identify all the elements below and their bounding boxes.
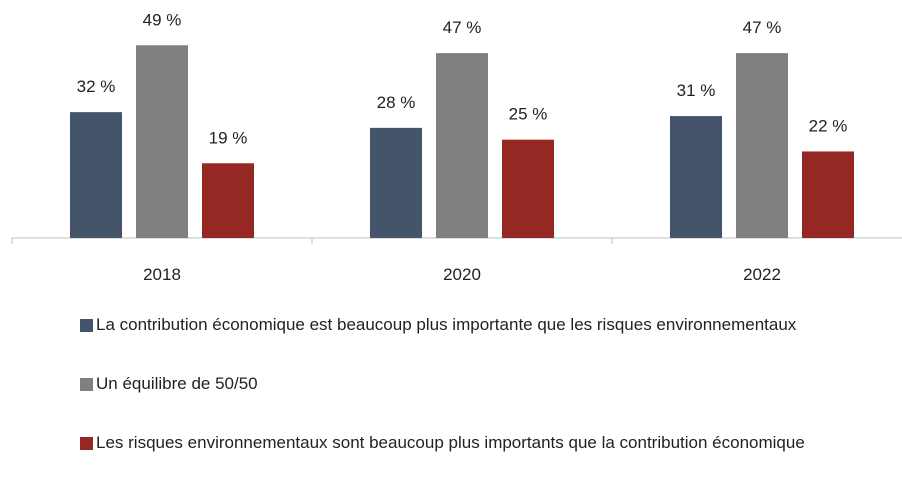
legend-swatch	[80, 378, 93, 391]
x-tick-label: 2022	[743, 265, 781, 284]
legend-swatch	[80, 319, 93, 332]
x-tick-label: 2018	[143, 265, 181, 284]
value-label: 25 %	[509, 105, 548, 124]
legend-item: La contribution économique est beaucoup …	[80, 312, 890, 338]
bar	[436, 53, 488, 239]
bar	[802, 151, 854, 238]
value-label: 28 %	[377, 93, 416, 112]
bar	[670, 116, 722, 238]
legend-label: La contribution économique est beaucoup …	[96, 315, 797, 334]
bar	[202, 163, 254, 238]
value-label: 31 %	[677, 81, 716, 100]
value-label: 32 %	[77, 77, 116, 96]
legend-swatch	[80, 437, 93, 450]
value-label: 49 %	[143, 10, 182, 29]
legend-item: Les risques environnementaux sont beauco…	[80, 430, 890, 456]
bar	[736, 53, 788, 239]
x-tick-label: 2020	[443, 265, 481, 284]
bar	[136, 45, 188, 239]
value-label: 47 %	[443, 18, 482, 37]
value-label: 47 %	[743, 18, 782, 37]
legend-label: Un équilibre de 50/50	[96, 374, 258, 393]
bar	[370, 127, 422, 238]
legend-item: Un équilibre de 50/50	[80, 371, 890, 397]
chart: 2018 32 % 49 % 19 % 2020 28 % 47 % 25 % 2022 31 %…	[11, 10, 902, 284]
legend-label: Les risques environnementaux sont beauco…	[96, 433, 805, 452]
bar	[70, 112, 122, 238]
value-label: 19 %	[209, 128, 248, 147]
value-label: 22 %	[809, 116, 848, 135]
bar	[502, 139, 554, 238]
